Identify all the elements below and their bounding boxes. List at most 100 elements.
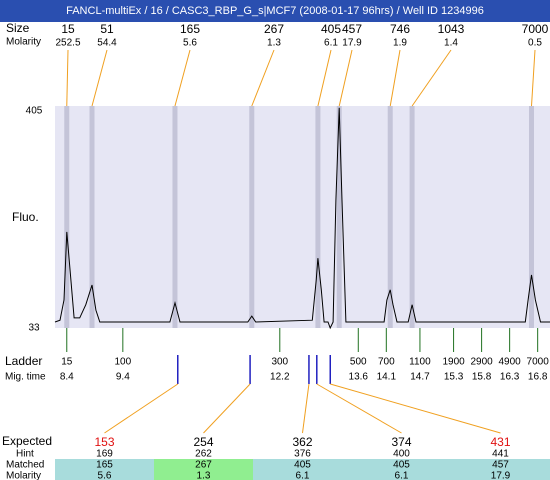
peak-band [315,106,321,328]
matched-size: 165 [96,460,113,471]
ladder-time: 16.8 [528,372,548,383]
peak-molarity: 6.1 [324,38,338,49]
expected-connector [104,383,179,434]
peak-size: 15 [61,22,75,36]
expected-connector [316,383,402,434]
peak-band [387,106,393,328]
ladder-time: 9.4 [116,372,130,383]
peak-size: 457 [342,22,362,36]
expected-size: 362 [292,435,312,449]
y-tick-label: 405 [26,106,43,117]
ladder-time: 14.1 [377,372,397,383]
peak-molarity: 1.9 [393,38,407,49]
y-tick-label: 33 [28,323,40,334]
row-label: Molarity [6,471,41,480]
title-bar [0,0,550,22]
peak-molarity: 1.4 [444,38,458,49]
y-axis-label: Fluo. [12,210,39,224]
peak-molarity: 0.5 [528,38,542,49]
peak-size: 1043 [438,22,465,36]
peak-connector [389,49,401,107]
ladder-time: 12.2 [270,372,290,383]
ladder-size: 4900 [499,357,522,368]
peak-molarity: 5.6 [183,38,197,49]
peak-size: 267 [264,22,284,36]
ladder-size: 1900 [442,357,465,368]
row-label: Expected [2,434,52,448]
peak-band [172,106,178,328]
peak-connector [66,49,69,107]
ladder-time: 14.7 [410,372,430,383]
ladder-size: 300 [271,357,288,368]
matched-cell [352,459,451,480]
peak-connector [174,49,191,107]
matched-size: 405 [393,460,410,471]
ladder-size: 7000 [527,357,550,368]
matched-molarity: 1.3 [197,471,211,480]
hint-size: 441 [492,449,509,460]
matched-cell [451,459,550,480]
hint-size: 262 [195,449,212,460]
peak-band [529,106,535,328]
expected-connector [302,383,310,434]
peak-molarity: 1.3 [267,38,281,49]
matched-cell [154,459,253,480]
expected-size: 431 [490,435,510,449]
peak-size: 7000 [522,22,549,36]
title: FANCL-multiEx / 16 / CASC3_RBP_G_s|MCF7 … [66,5,484,17]
peak-connector [411,49,452,107]
matched-molarity: 6.1 [395,471,409,480]
trace [54,107,550,330]
ladder-size: 700 [378,357,395,368]
peak-band [64,106,70,328]
peak-connector [251,49,275,107]
ladder-size: 1100 [409,357,431,368]
peak-connector [338,49,353,107]
peak-molarity: 54.4 [97,38,117,49]
plot-area [55,106,550,328]
row-label: Ladder [5,354,42,368]
matched-molarity: 17.9 [491,471,511,480]
peak-size: 51 [100,22,114,36]
row-label: Molarity [6,37,41,48]
matched-cell [253,459,352,480]
matched-size: 457 [492,460,509,471]
hint-size: 376 [294,449,311,460]
peak-band [409,106,415,328]
matched-cell [55,459,154,480]
matched-size: 267 [195,460,212,471]
ladder-size: 500 [350,357,367,368]
matched-size: 405 [294,460,311,471]
ladder-time: 15.8 [472,372,492,383]
peak-size: 165 [180,22,200,36]
expected-size: 153 [94,435,114,449]
row-label: Size [6,21,30,35]
expected-connector [330,383,501,434]
matched-molarity: 6.1 [296,471,310,480]
row-label: Hint [16,449,34,460]
ladder-size: 15 [61,357,73,368]
hint-size: 169 [96,449,113,460]
peak-size: 405 [321,22,341,36]
ladder-size: 100 [114,357,131,368]
peak-molarity: 17.9 [342,38,362,49]
peak-connector [317,49,332,107]
hint-size: 400 [393,449,410,460]
peak-band [249,106,255,328]
ladder-time: 8.4 [60,372,74,383]
peak-size: 746 [390,22,410,36]
peak-connector [531,49,536,107]
expected-size: 254 [193,435,213,449]
peak-connector [91,49,108,107]
peak-band [89,106,95,328]
expected-size: 374 [391,435,411,449]
ladder-time: 13.6 [349,372,369,383]
peak-band [336,106,342,328]
row-label: Matched [6,460,44,471]
expected-connector [203,383,251,434]
ladder-time: 15.3 [444,372,464,383]
peak-molarity: 252.5 [55,38,80,49]
row-label: Mig. time [5,372,46,383]
ladder-time: 16.3 [500,372,520,383]
